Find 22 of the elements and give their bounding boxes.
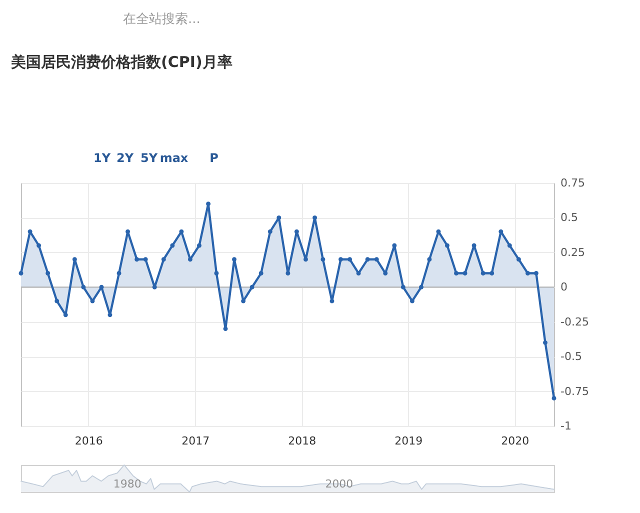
y-tick-label: 0.25 bbox=[560, 246, 585, 259]
y-tick-label: 0 bbox=[560, 280, 568, 294]
x-tick-label: 2018 bbox=[288, 434, 316, 448]
text: 1Y bbox=[93, 151, 111, 165]
y-tick-label: 0.5 bbox=[560, 211, 578, 224]
text: 2Y bbox=[116, 151, 134, 165]
y-tick-label: -1 bbox=[560, 420, 572, 432]
chart-title: 美国居民消费价格指数(CPI)月率 bbox=[10, 53, 232, 71]
text: 5Y bbox=[140, 151, 158, 165]
text: P bbox=[210, 151, 219, 165]
x-tick-label: 1980 bbox=[113, 478, 142, 490]
text: max bbox=[160, 151, 188, 165]
y-tick-label: 0.75 bbox=[560, 176, 585, 190]
y-tick-label: -0.75 bbox=[560, 384, 589, 398]
x-tick-label: 2000 bbox=[325, 478, 354, 490]
x-tick-label: 2017 bbox=[182, 434, 210, 448]
x-tick-label: 2019 bbox=[394, 434, 423, 448]
y-tick-label: -0.5 bbox=[560, 350, 582, 364]
x-tick-label: 2020 bbox=[501, 434, 530, 448]
text: 在全站搜索... bbox=[123, 12, 200, 27]
x-tick-label: 2016 bbox=[74, 434, 103, 448]
y-tick-label: -0.25 bbox=[560, 315, 589, 328]
